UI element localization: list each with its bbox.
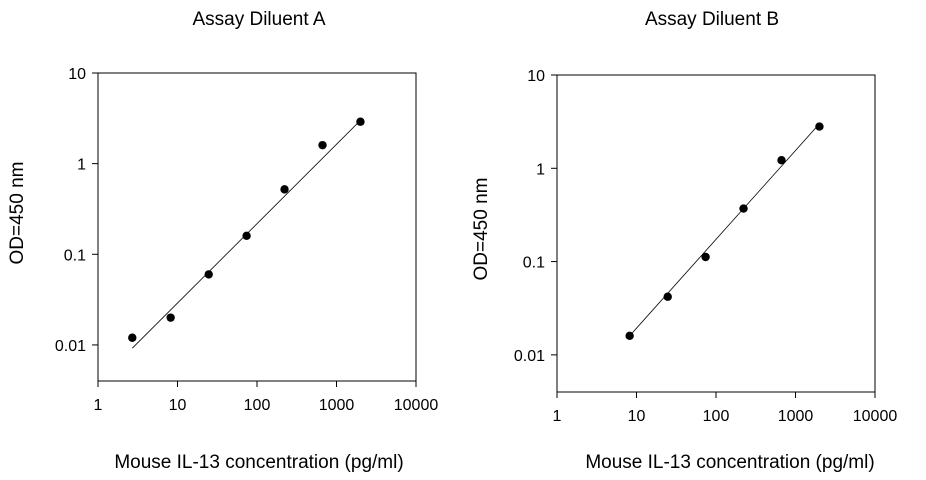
y-tick-label: 10 — [68, 66, 86, 83]
x-tick-label: 1000 — [778, 408, 814, 425]
x-tick-label: 10000 — [394, 397, 439, 414]
x-tick-label: 100 — [244, 397, 271, 414]
y-tick-label: 0.1 — [523, 255, 545, 272]
x-axis-label: Mouse IL-13 concentration (pg/ml) — [114, 452, 403, 473]
x-axis-label: Mouse IL-13 concentration (pg/ml) — [585, 452, 874, 473]
x-tick-label: 1 — [94, 397, 103, 414]
chart-panel-diluent-a: Assay Diluent A Mouse IL-13 concentratio… — [7, 9, 438, 473]
data-point — [625, 331, 634, 341]
y-tick-label: 0.1 — [64, 247, 86, 264]
data-point — [242, 231, 251, 240]
y-axis-label: OD=450 nm — [7, 162, 28, 265]
y-tick-label: 1 — [77, 157, 86, 174]
data-point — [777, 156, 786, 165]
chart-title: Assay Diluent B — [645, 9, 779, 30]
y-tick-label: 0.01 — [514, 348, 545, 365]
y-tick-label: 0.01 — [55, 338, 86, 355]
data-point — [739, 204, 748, 213]
data-point — [815, 122, 824, 131]
data-point — [318, 140, 327, 150]
y-tick-label: 1 — [536, 161, 545, 178]
plot-frame — [556, 74, 876, 393]
x-tick-label: 10000 — [853, 408, 898, 425]
data-point — [128, 333, 137, 342]
y-tick-label: 10 — [527, 68, 545, 85]
x-tick-label: 10 — [628, 408, 646, 425]
x-tick-label: 1 — [553, 408, 562, 425]
data-point — [356, 117, 365, 126]
data-point — [663, 292, 672, 301]
x-tick-label: 10 — [169, 397, 187, 414]
data-point — [204, 270, 213, 279]
x-tick-label: 100 — [703, 408, 730, 425]
fit-line — [629, 123, 820, 337]
data-point — [166, 313, 175, 322]
data-point — [280, 185, 289, 194]
chart-panel-diluent-b: Assay Diluent B Mouse IL-13 concentratio… — [471, 9, 897, 473]
data-point — [701, 252, 710, 262]
chart-title: Assay Diluent A — [192, 9, 325, 30]
x-tick-label: 1000 — [319, 397, 355, 414]
y-axis-label: OD=450 nm — [471, 178, 492, 281]
